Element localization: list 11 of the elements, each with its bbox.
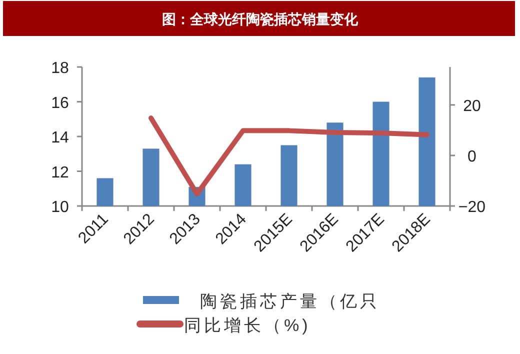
legend-label: 陶瓷插芯产量（亿只 <box>200 292 380 311</box>
y2-tick-label: −20 <box>458 199 486 216</box>
y-tick-label: 10 <box>51 199 69 216</box>
y-tick-label: 12 <box>51 164 69 182</box>
y-tick-label: 18 <box>51 60 69 77</box>
legend-label: 同比增长（%) <box>184 316 311 335</box>
y-tick-label: 16 <box>51 94 69 112</box>
chart-title: 图：全球光纤陶瓷插芯销量变化 <box>162 11 359 27</box>
y2-tick-label: 20 <box>463 98 481 115</box>
y2-tick-label: 0 <box>468 148 477 166</box>
y-tick-label: 14 <box>51 130 69 146</box>
